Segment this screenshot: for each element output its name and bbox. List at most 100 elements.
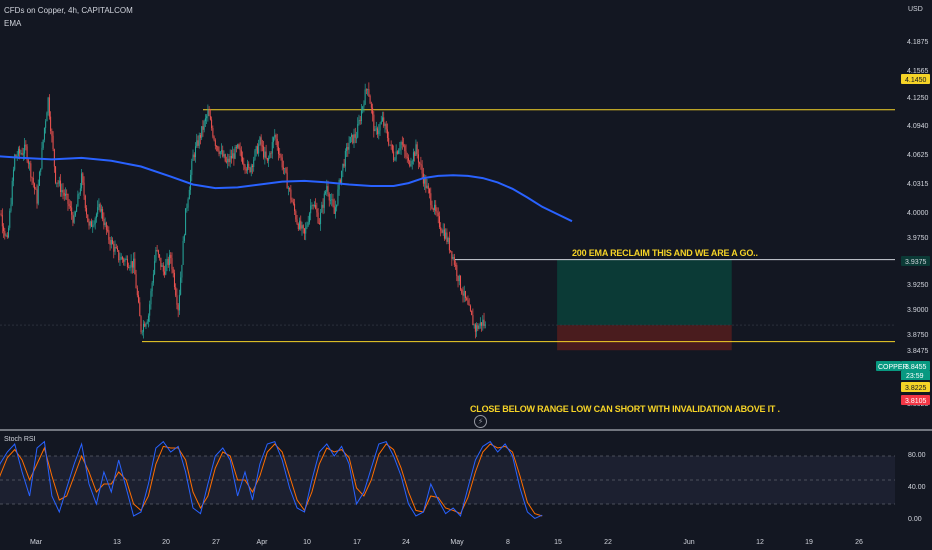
time-axis-label: Jun xyxy=(683,539,694,546)
candle-body xyxy=(251,165,253,167)
candle-body xyxy=(394,159,396,161)
candle-body xyxy=(145,323,147,327)
candle-body xyxy=(24,144,26,154)
lightning-icon[interactable]: ⚡ xyxy=(474,415,487,428)
oscillator-label[interactable]: Stoch RSI xyxy=(4,436,36,443)
candle-body xyxy=(216,145,218,147)
candle-body xyxy=(206,116,208,119)
candle-body xyxy=(238,144,240,149)
candle-body xyxy=(296,219,298,224)
annotation-range-low[interactable]: CLOSE BELOW RANGE LOW CAN SHORT WITH INV… xyxy=(470,404,780,414)
candle-body xyxy=(313,205,315,207)
candle-body xyxy=(481,322,483,326)
candle-body xyxy=(222,150,224,157)
candle-body xyxy=(203,121,205,130)
candle-body xyxy=(391,144,393,152)
time-axis-label: 24 xyxy=(402,539,410,546)
candle-body xyxy=(176,295,178,305)
price-axis-label: 4.1875 xyxy=(907,39,929,46)
candle-body xyxy=(105,222,107,230)
price-tag-bg xyxy=(901,382,930,392)
candle-body xyxy=(406,156,408,158)
candle-body xyxy=(248,163,250,168)
price-axis-label: 3.9000 xyxy=(907,307,929,314)
currency-label[interactable]: USD xyxy=(908,6,923,13)
horizontal-levels xyxy=(0,109,895,343)
candle-body xyxy=(108,230,110,240)
candle-body xyxy=(282,167,284,169)
candle-body xyxy=(230,155,232,159)
candle-body xyxy=(352,134,354,144)
candle-body xyxy=(223,154,225,157)
candle-body xyxy=(363,104,365,107)
candle-body xyxy=(182,240,184,265)
candle-body xyxy=(388,138,390,145)
candle-body xyxy=(437,212,439,217)
candle-body xyxy=(239,148,241,151)
indicator-label[interactable]: EMA xyxy=(4,19,22,28)
candle-body xyxy=(469,305,471,311)
candle-body xyxy=(229,155,231,163)
candle-body xyxy=(90,221,92,227)
candle-body xyxy=(373,114,375,132)
candle-body xyxy=(162,265,164,272)
candle-body xyxy=(440,227,442,231)
candle-body xyxy=(164,271,166,275)
stoch-axis-label: 40.00 xyxy=(908,484,926,491)
candle-body xyxy=(156,249,158,251)
countdown-tag-bg xyxy=(901,371,930,380)
candle-body xyxy=(347,146,349,150)
candle-body xyxy=(355,137,357,139)
candle-body xyxy=(370,103,372,108)
candle-body xyxy=(346,146,348,151)
candle-body xyxy=(193,154,195,158)
candle-body xyxy=(266,158,268,161)
candle-body xyxy=(209,115,211,120)
candle-body xyxy=(181,264,183,278)
candle-body xyxy=(477,325,479,329)
price-tag-bg xyxy=(901,256,930,266)
candle-body xyxy=(442,229,444,233)
candle-body xyxy=(315,205,317,209)
candle-body xyxy=(458,275,460,282)
candle-body xyxy=(79,188,81,194)
candle-body xyxy=(364,89,366,105)
candle-body xyxy=(403,144,405,146)
annotation-ema-reclaim[interactable]: 200 EMA RECLAIM THIS AND WE ARE A GO.. xyxy=(572,248,758,258)
candle-body xyxy=(379,123,381,131)
candle-body xyxy=(365,89,367,91)
candle-body xyxy=(25,144,27,147)
candle-body xyxy=(103,218,105,226)
candle-body xyxy=(468,304,470,306)
candle-body xyxy=(183,235,185,241)
candle-body xyxy=(94,218,96,225)
candle-body xyxy=(375,128,377,130)
candle-body xyxy=(420,163,422,166)
candle-body xyxy=(339,179,341,183)
candle-body xyxy=(62,190,64,193)
candle-body xyxy=(310,205,312,214)
candle-body xyxy=(287,187,289,189)
candle-body xyxy=(247,163,249,171)
candle-body xyxy=(414,152,416,156)
candle-body xyxy=(243,163,245,166)
candle-body xyxy=(478,325,480,329)
candle-body xyxy=(386,129,388,139)
candle-body xyxy=(284,168,286,170)
candle-body xyxy=(429,188,431,194)
candle-body xyxy=(82,173,84,183)
candle-body xyxy=(35,188,37,190)
candle-body xyxy=(240,150,242,157)
candle-body xyxy=(112,239,114,244)
stoch-rsi-panel: 80.00 40.00 0.00 xyxy=(0,429,932,523)
candle-body xyxy=(484,324,486,326)
candle-body xyxy=(47,97,49,113)
candle-body xyxy=(374,129,376,132)
candle-body xyxy=(322,204,324,208)
candle-body xyxy=(69,206,71,208)
candle-body xyxy=(64,193,66,196)
candle-body xyxy=(27,160,29,164)
candle-body xyxy=(448,237,450,251)
candle-body xyxy=(259,137,261,145)
